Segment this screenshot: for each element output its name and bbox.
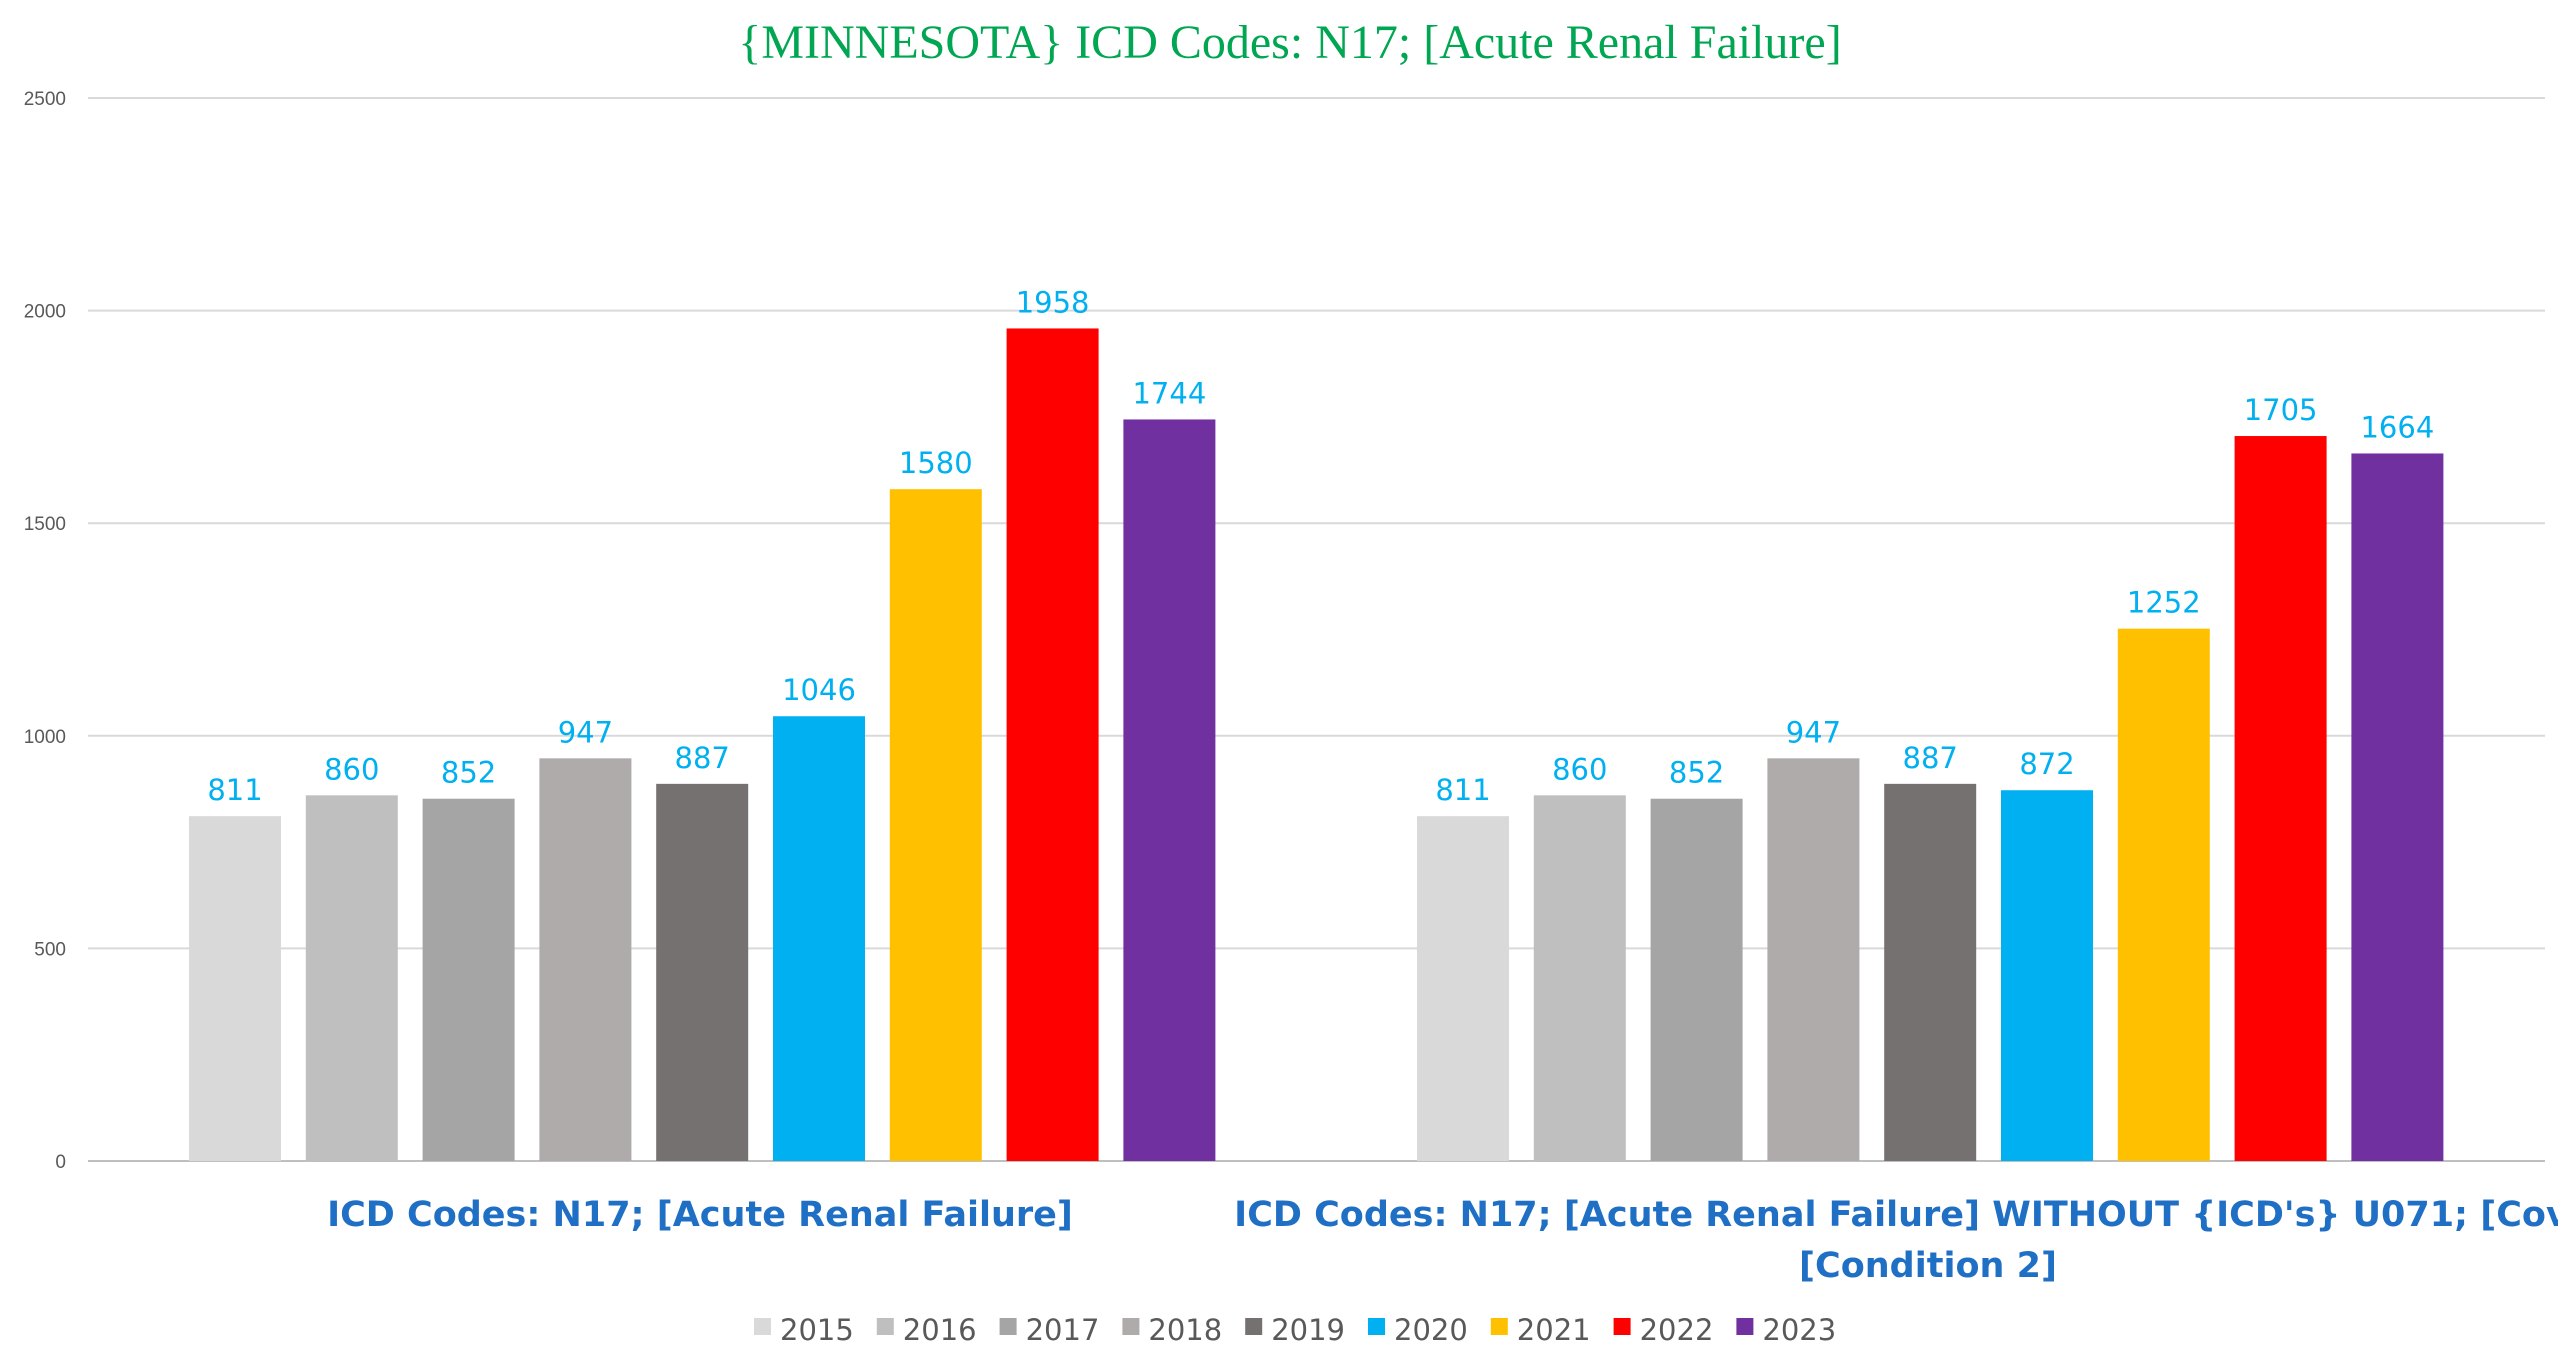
y-tick-label: 1500 — [24, 514, 66, 535]
y-tick-label: 0 — [55, 1152, 66, 1173]
category-label: ICD Codes: N17; [Acute Renal Failure] — [327, 1195, 1073, 1235]
legend-label: 2022 — [1640, 1313, 1714, 1347]
legend-label: 2019 — [1271, 1313, 1345, 1347]
chart-title: {MINNESOTA} ICD Codes: N17; [Acute Renal… — [738, 16, 1841, 69]
legend-label: 2015 — [780, 1313, 854, 1347]
legend-label: 2021 — [1517, 1313, 1591, 1347]
data-label: 811 — [1435, 773, 1490, 807]
y-tick-label: 500 — [34, 939, 66, 960]
legend-label: 2016 — [903, 1313, 977, 1347]
bar-2017-group-1 — [422, 798, 515, 1161]
data-label: 1705 — [2244, 393, 2318, 427]
bar-2016-group-1 — [305, 795, 398, 1161]
bar-2023-group-1 — [1123, 419, 1216, 1162]
data-label: 1958 — [1016, 285, 1090, 319]
data-label: 852 — [1669, 756, 1724, 790]
data-label: 1744 — [1132, 376, 1206, 410]
bar-2016-group-2 — [1533, 795, 1626, 1161]
data-label: 1252 — [2127, 586, 2201, 620]
bar-2020-group-1 — [773, 716, 865, 1161]
legend-label: 2018 — [1148, 1313, 1222, 1347]
y-tick-label: 1000 — [24, 727, 66, 748]
legend-swatch-2016 — [876, 1318, 894, 1335]
legend-label: 2023 — [1762, 1313, 1836, 1347]
legend-swatch-2021 — [1490, 1318, 1508, 1335]
data-label: 1664 — [2360, 410, 2434, 444]
y-tick-label: 2500 — [24, 89, 66, 110]
data-label: 860 — [1552, 752, 1607, 786]
data-label: 1580 — [899, 446, 973, 480]
data-label: 947 — [558, 715, 613, 749]
bar-2017-group-2 — [1650, 798, 1743, 1161]
data-labels: 811 811 860 860 852 852 947 947 887 887 1046 872 158… — [207, 285, 2434, 807]
legend-label: 2020 — [1394, 1313, 1468, 1347]
data-label: 887 — [675, 741, 730, 775]
bar-2015-group-1 — [189, 816, 281, 1161]
bar-2020-group-2 — [2001, 790, 2093, 1161]
bar-2021-group-2 — [2117, 628, 2210, 1161]
bar-2018-group-1 — [539, 758, 632, 1161]
bars — [189, 328, 2444, 1162]
legend-swatch-2022 — [1613, 1318, 1631, 1335]
bar-2019-group-2 — [1884, 783, 1977, 1161]
data-label: 1046 — [782, 673, 856, 707]
y-tick-label: 2000 — [24, 302, 66, 323]
category-label: ICD Codes: N17; [Acute Renal Failure] WI… — [1234, 1195, 2558, 1235]
legend-swatch-2023 — [1736, 1318, 1754, 1335]
bar-2022-group-2 — [2234, 436, 2327, 1161]
category-labels: ICD Codes: N17; [Acute Renal Failure] ICD… — [327, 1195, 2558, 1286]
legend-label: 2017 — [1026, 1313, 1100, 1347]
data-label: 947 — [1786, 715, 1841, 749]
legend-swatch-2017 — [999, 1318, 1017, 1335]
bar-2021-group-1 — [889, 489, 982, 1162]
data-label: 887 — [1903, 741, 1958, 775]
bar-2015-group-2 — [1417, 816, 1509, 1161]
legend-swatch-2015 — [754, 1318, 771, 1335]
bar-2023-group-2 — [2351, 453, 2444, 1162]
legend-swatch-2018 — [1122, 1318, 1140, 1335]
legend-swatch-2020 — [1368, 1318, 1385, 1335]
data-label: 860 — [324, 752, 379, 786]
category-label: [Condition 2] — [1799, 1246, 2057, 1286]
data-label: 852 — [441, 756, 496, 790]
bar-2018-group-2 — [1767, 758, 1860, 1161]
y-axis-ticks: 0 500 1000 1500 2000 2500 — [24, 89, 66, 1173]
legend-swatch-2019 — [1245, 1318, 1263, 1335]
legend: 2015 2016 2017 2018 2019 2020 2021 2022 2023 — [754, 1313, 1836, 1347]
data-label: 872 — [2019, 747, 2074, 781]
bar-2022-group-1 — [1006, 328, 1099, 1162]
data-label: 811 — [207, 773, 262, 807]
bar-2019-group-1 — [656, 783, 749, 1161]
